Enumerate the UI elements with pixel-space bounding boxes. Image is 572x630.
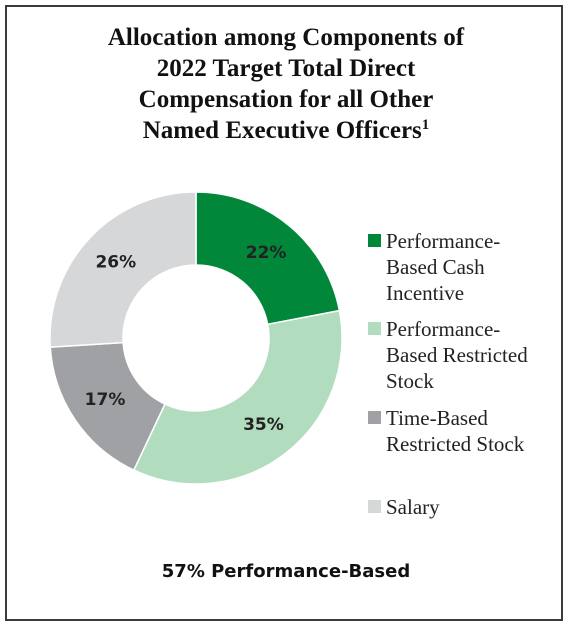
legend-label: Performance- Based Restricted Stock <box>386 317 528 393</box>
title-footnote-marker: 1 <box>421 117 430 133</box>
title-line: 2022 Target Total Direct <box>156 55 416 82</box>
legend-swatch <box>368 500 381 513</box>
legend-label: Salary <box>386 495 440 519</box>
performance-based-summary: 57% Performance-Based <box>161 561 411 582</box>
donut-slices <box>49 191 343 485</box>
slice-value-label: 22% <box>246 243 287 263</box>
legend-label: Performance- Based Cash Incentive <box>386 229 501 305</box>
legend-swatch <box>368 411 381 424</box>
donut-slice <box>132 309 343 485</box>
title-line: Compensation for all Other <box>138 86 434 113</box>
legend-swatch <box>368 234 381 247</box>
slice-value-label: 35% <box>243 415 284 435</box>
title-line-text: Named Executive Officers <box>142 117 422 144</box>
legend-swatch <box>368 322 381 335</box>
donut-slice <box>195 191 341 326</box>
slice-value-label: 26% <box>95 253 136 273</box>
legend-label: Time-Based Restricted Stock <box>386 406 525 456</box>
donut-slice-labels: 22% 35% 17% 26% <box>85 243 287 435</box>
slice-value-label: 17% <box>85 390 126 410</box>
title-line: Named Executive Officers1 <box>0 115 572 146</box>
donut-slice <box>49 341 166 472</box>
chart-title: Allocation among Components of 2022 Targ… <box>0 22 572 146</box>
donut-slice <box>49 191 197 348</box>
title-line: Allocation among Components of <box>107 24 465 51</box>
